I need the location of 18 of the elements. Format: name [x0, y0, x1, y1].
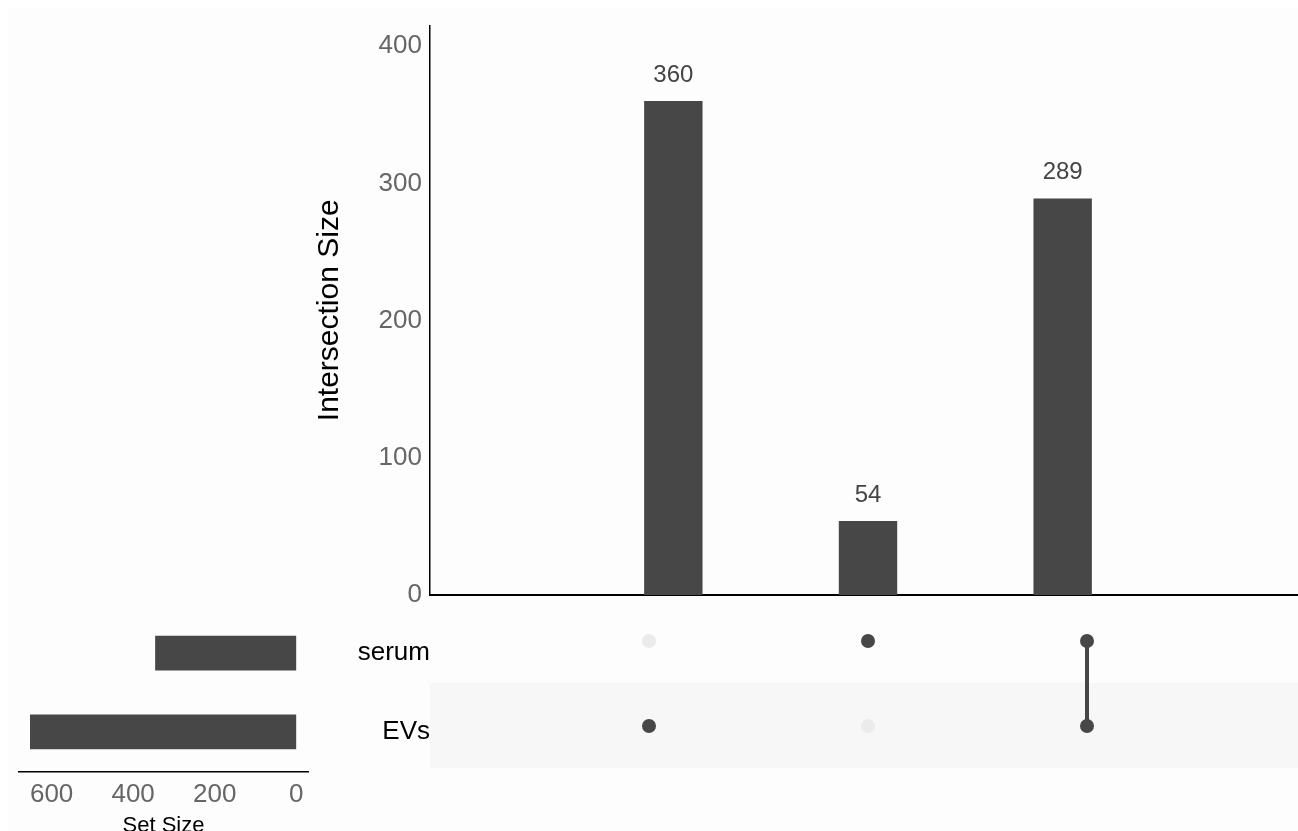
y-axis-title: Intersection Size: [311, 199, 345, 422]
bar: [838, 520, 898, 595]
data-label: 54: [854, 479, 882, 507]
bar: [644, 101, 703, 595]
y-tick-label: serum: [357, 636, 430, 667]
y-tick-label: 200: [378, 303, 422, 334]
y-tick-label: 300: [378, 166, 422, 197]
y-tick-label: 100: [378, 440, 422, 471]
y-tick-label: 400: [378, 29, 422, 60]
bar: [1033, 198, 1092, 595]
y-tick-label: 0: [407, 578, 422, 609]
x-tick-label: 400: [111, 778, 155, 809]
x-tick-label: 600: [29, 778, 74, 809]
x-tick-label: 200: [192, 778, 237, 809]
y-tick-label: EVs: [382, 715, 430, 746]
data-label: 360: [653, 59, 694, 87]
data-label: 289: [1042, 157, 1083, 185]
x-tick-label: 0: [288, 778, 304, 809]
